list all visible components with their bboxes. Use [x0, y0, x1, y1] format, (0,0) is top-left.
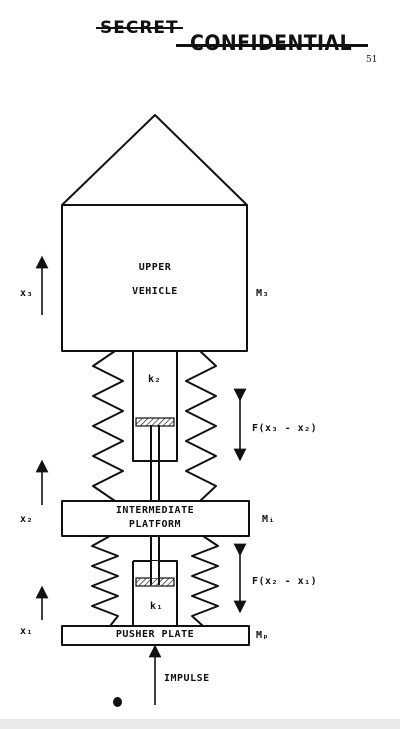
- upper-left-spring: [92, 350, 124, 502]
- lower-left-spring: [91, 535, 119, 627]
- page-number: 51: [366, 55, 378, 65]
- nose-cone: [61, 114, 248, 206]
- bottom-scan-edge: [0, 719, 400, 729]
- impulse-label: IMPULSE: [164, 673, 210, 684]
- spring-k1-label: k₁: [150, 601, 164, 612]
- classification-stamp: CONFIDENTIAL: [190, 31, 353, 55]
- intermediate-platform-box: [61, 500, 250, 537]
- upper-force-label: F(x₃ - x₂): [252, 423, 318, 434]
- lower-damper-cylinder: [132, 560, 178, 626]
- mass-pusher-label: Mₚ: [256, 630, 270, 641]
- spring-k2-label: k₂: [148, 374, 162, 385]
- upper-damper-cylinder: [132, 351, 178, 462]
- mass-intermediate-label: Mᵢ: [262, 514, 276, 525]
- x1-label: x₁: [20, 626, 34, 637]
- pusher-plate-label: PUSHER PLATE: [115, 629, 195, 640]
- intermediate-platform-label-line2: PLATFORM: [128, 519, 182, 530]
- intermediate-platform-label-line1: INTERMEDIATE: [115, 505, 195, 516]
- ink-dot: [113, 697, 122, 707]
- lower-damper-piston-gap: [150, 561, 160, 578]
- struck-classification-stamp: SECRET: [96, 18, 183, 38]
- mass-upper-label: M₃: [256, 288, 270, 299]
- upper-damper-rod: [150, 425, 160, 501]
- stamp-strike-line: [176, 44, 368, 47]
- lower-damper-piston: [135, 577, 175, 587]
- x2-label: x₂: [20, 514, 34, 525]
- upper-vehicle-label-line2: VEHICLE: [132, 286, 178, 297]
- upper-damper-piston: [135, 417, 175, 427]
- upper-vehicle-body: [61, 204, 248, 352]
- x3-label: x₃: [20, 288, 34, 299]
- upper-vehicle-label-line1: UPPER: [138, 262, 172, 273]
- upper-right-spring: [185, 350, 217, 502]
- lower-force-label: F(x₂ - x₁): [252, 576, 318, 587]
- lower-right-spring: [191, 535, 219, 627]
